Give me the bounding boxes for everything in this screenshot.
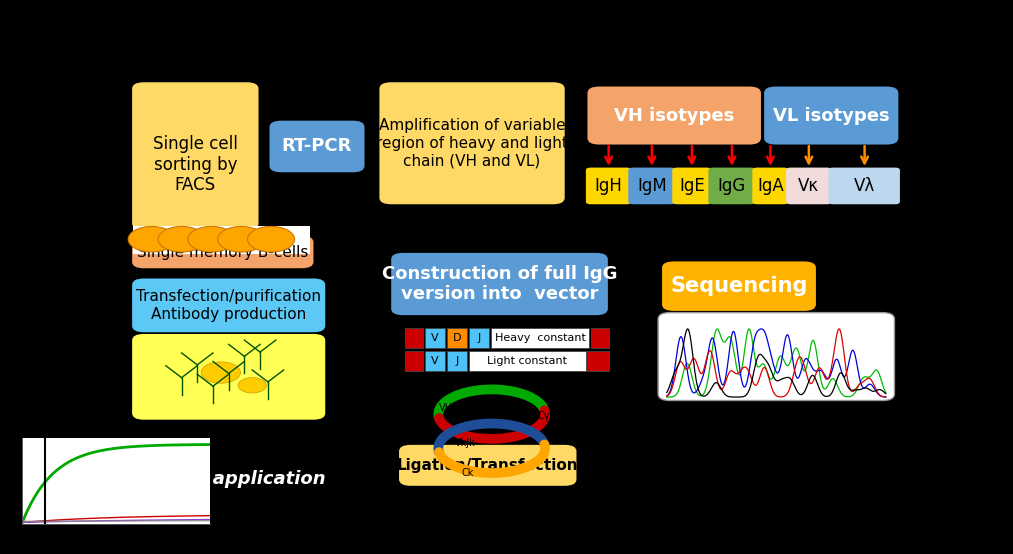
- FancyBboxPatch shape: [588, 351, 609, 372]
- Circle shape: [218, 227, 264, 252]
- FancyBboxPatch shape: [764, 86, 899, 145]
- FancyBboxPatch shape: [447, 351, 467, 372]
- FancyBboxPatch shape: [588, 86, 761, 145]
- FancyBboxPatch shape: [469, 327, 489, 348]
- FancyBboxPatch shape: [829, 167, 900, 204]
- FancyBboxPatch shape: [658, 312, 894, 401]
- Text: VH isotypes: VH isotypes: [614, 106, 734, 125]
- FancyBboxPatch shape: [673, 167, 711, 204]
- Text: Vλ: Vλ: [854, 177, 875, 195]
- FancyBboxPatch shape: [425, 327, 446, 348]
- Text: Light constant: Light constant: [487, 356, 567, 366]
- Text: D: D: [453, 333, 461, 343]
- Circle shape: [202, 362, 240, 383]
- FancyBboxPatch shape: [491, 327, 589, 348]
- FancyBboxPatch shape: [399, 445, 576, 486]
- Circle shape: [129, 227, 175, 252]
- Text: IgA: IgA: [757, 177, 784, 195]
- Circle shape: [158, 227, 206, 252]
- Text: Transfection/purification
Antibody production: Transfection/purification Antibody produ…: [136, 289, 321, 321]
- FancyBboxPatch shape: [663, 261, 815, 311]
- FancyBboxPatch shape: [586, 167, 631, 204]
- Text: VHDJIH: VHDJIH: [439, 403, 474, 413]
- Text: V: V: [432, 333, 439, 343]
- FancyBboxPatch shape: [708, 167, 756, 204]
- Text: IgH: IgH: [595, 177, 623, 195]
- Text: V: V: [432, 356, 439, 366]
- Text: Single memory B-cells: Single memory B-cells: [137, 244, 309, 259]
- FancyBboxPatch shape: [132, 334, 325, 420]
- FancyBboxPatch shape: [447, 327, 467, 348]
- FancyBboxPatch shape: [132, 82, 258, 230]
- Text: RT-PCR: RT-PCR: [282, 137, 353, 156]
- Text: VL isotypes: VL isotypes: [773, 106, 889, 125]
- FancyBboxPatch shape: [469, 351, 586, 372]
- FancyBboxPatch shape: [591, 327, 609, 348]
- FancyBboxPatch shape: [269, 121, 365, 172]
- FancyBboxPatch shape: [786, 167, 832, 204]
- Text: J: J: [477, 333, 481, 343]
- FancyBboxPatch shape: [380, 82, 564, 204]
- Circle shape: [238, 378, 266, 393]
- Text: Particular application: Particular application: [108, 470, 326, 489]
- FancyBboxPatch shape: [405, 327, 423, 348]
- Text: IgG: IgG: [718, 177, 746, 195]
- Text: IgE: IgE: [679, 177, 705, 195]
- Text: J: J: [456, 356, 459, 366]
- Text: Ck: Ck: [462, 468, 474, 478]
- FancyBboxPatch shape: [628, 167, 676, 204]
- Text: VkJk: VkJk: [456, 438, 476, 448]
- FancyBboxPatch shape: [132, 236, 313, 268]
- FancyBboxPatch shape: [133, 227, 310, 254]
- Text: Heavy  constant: Heavy constant: [494, 333, 586, 343]
- Text: IgM: IgM: [637, 177, 667, 195]
- FancyBboxPatch shape: [753, 167, 788, 204]
- Text: Ligation/Transfection: Ligation/Transfection: [397, 458, 578, 473]
- FancyBboxPatch shape: [425, 351, 446, 372]
- FancyBboxPatch shape: [132, 279, 325, 332]
- Text: Cγ1: Cγ1: [537, 411, 556, 421]
- Text: Vκ: Vκ: [798, 177, 820, 195]
- FancyBboxPatch shape: [391, 253, 608, 315]
- Text: Amplification of variable
region of heavy and light
chain (VH and VL): Amplification of variable region of heav…: [376, 119, 568, 168]
- Text: Single cell
sorting by
FACS: Single cell sorting by FACS: [153, 135, 238, 194]
- FancyBboxPatch shape: [405, 351, 423, 372]
- Text: Construction of full IgG
version into  vector: Construction of full IgG version into ve…: [382, 265, 617, 304]
- Circle shape: [247, 227, 295, 252]
- Circle shape: [187, 227, 235, 252]
- Text: Sequencing: Sequencing: [671, 276, 807, 296]
